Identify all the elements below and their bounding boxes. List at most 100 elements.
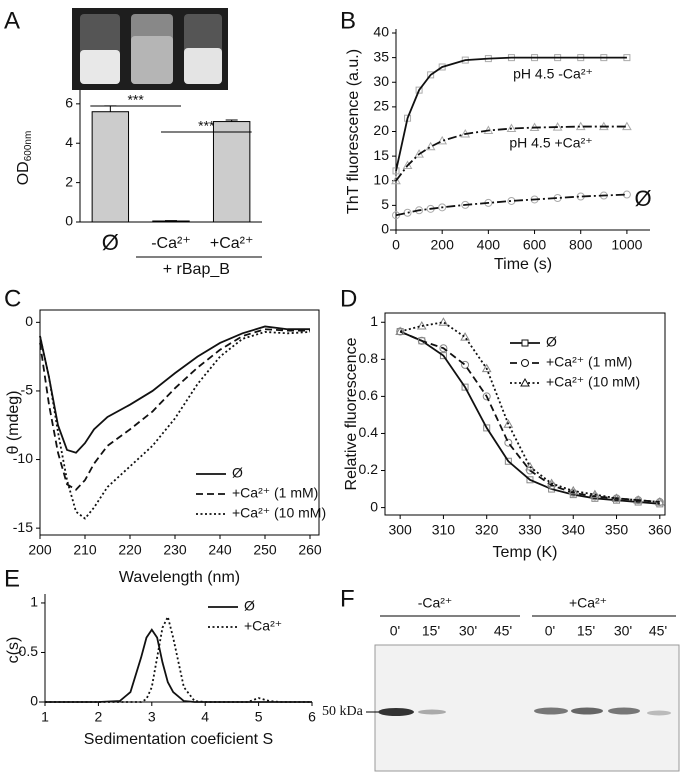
lane-label: 15': [422, 623, 440, 639]
series-line: [399, 330, 660, 503]
point: [402, 160, 413, 169]
y-axis-label-text: θ (mdeg): [5, 390, 22, 454]
x-tick-label: 250: [253, 542, 277, 558]
plot-frame: [39, 309, 320, 536]
series-line: [45, 614, 312, 703]
gel-band: [647, 710, 671, 716]
significance-label: ***: [198, 118, 215, 134]
x-tick-label: 800: [569, 237, 593, 253]
y-tick-label: -5: [21, 382, 34, 398]
point: [427, 71, 435, 79]
lane-label: 30': [459, 623, 477, 639]
series-line: [39, 328, 310, 491]
x-tick-label: 260: [298, 542, 322, 558]
series-line: [399, 321, 660, 503]
legend-label: +Ca²⁺ (10 mM): [546, 374, 640, 390]
lane-label: 30': [614, 623, 632, 639]
gel-image: [374, 644, 680, 772]
lane-label: 0': [390, 623, 400, 639]
y-tick-label: 0: [370, 498, 378, 514]
x-tick-label: 340: [562, 522, 586, 538]
y-tick-label: 0: [65, 213, 73, 229]
gel-group-label: -Ca²⁺: [418, 595, 453, 611]
x-axis-label: Wavelength (nm): [119, 569, 240, 586]
x-tick-label: 300: [388, 522, 412, 538]
y-axis-label: Relative fluorescence: [343, 337, 360, 490]
x-tick-label: 310: [432, 522, 456, 538]
panel-label: F: [340, 585, 355, 612]
series-line: [395, 56, 627, 172]
gel-band: [418, 709, 446, 715]
series-label: pH 4.5 -Ca²⁺: [513, 66, 593, 82]
panel-label: C: [4, 285, 21, 312]
y-tick-label: 0: [25, 313, 33, 329]
y-tick-label: 20: [373, 122, 389, 138]
y-tick-label: 0.5: [19, 643, 39, 659]
lane-label: 15': [577, 623, 595, 639]
y-tick-label: 0: [30, 693, 38, 709]
y-tick-label: 40: [373, 24, 389, 40]
error-bar: [225, 119, 238, 122]
y-axis-label: ThT fluorescence (a.u.): [345, 49, 362, 214]
x-tick-label: 240: [208, 542, 232, 558]
point: [438, 203, 447, 212]
y-axis-label: OD600nm: [15, 131, 33, 186]
legend-label: +Ca²⁺ (10 mM): [232, 505, 326, 521]
legend-label: Ø: [232, 465, 243, 481]
point: [526, 476, 534, 484]
point: [482, 392, 491, 401]
y-axis-label-sub: 600nm: [23, 131, 34, 162]
x-tick-label: 6: [308, 709, 316, 725]
x-tick-label: +Ca²⁺: [210, 235, 254, 252]
panel-label: D: [340, 285, 357, 312]
x-tick-label: 230: [163, 542, 187, 558]
gel-band: [534, 707, 568, 715]
panel-label: E: [4, 565, 20, 592]
legend-label: Ø: [546, 334, 557, 350]
y-axis-label-text: c(s): [5, 637, 22, 664]
point: [504, 438, 513, 447]
x-tick-label: 350: [605, 522, 629, 538]
y-tick-label: 6: [65, 95, 73, 111]
x-tick-label: 4: [201, 709, 209, 725]
point: [521, 339, 529, 347]
x-tick-label: 200: [431, 237, 455, 253]
point: [460, 332, 470, 341]
y-tick-label: 15: [373, 147, 389, 163]
y-tick-label: 1: [370, 313, 378, 329]
x-tick-label: 1000: [611, 237, 642, 253]
series-line: [395, 193, 627, 217]
gel-band: [608, 707, 640, 715]
group-label: + rBap_B: [163, 261, 230, 278]
x-tick-label: 220: [118, 542, 142, 558]
y-tick-label: 10: [373, 171, 389, 187]
y-axis-label-text: Relative fluorescence: [343, 337, 360, 490]
point: [520, 377, 530, 387]
panel-label: B: [340, 7, 356, 34]
bar: [91, 111, 130, 223]
y-tick-label: 25: [373, 98, 389, 114]
y-axis-label: c(s): [5, 637, 22, 664]
legend-label: +Ca²⁺: [244, 618, 282, 634]
point: [506, 123, 517, 133]
point: [461, 360, 470, 369]
x-tick-label: 600: [523, 237, 547, 253]
x-tick-label: 330: [518, 522, 542, 538]
point: [391, 175, 401, 185]
point: [461, 383, 469, 391]
x-tick-label: 2: [95, 709, 103, 725]
y-tick-label: 1: [30, 594, 38, 610]
y-tick-label: 30: [373, 73, 389, 89]
point: [546, 478, 557, 487]
x-tick-label: 0: [392, 237, 400, 253]
point: [521, 359, 529, 367]
x-tick-label: 1: [41, 709, 49, 725]
point: [568, 485, 579, 495]
x-tick-label: 400: [477, 237, 501, 253]
legend-label: +Ca²⁺ (1 mM): [546, 354, 632, 370]
y-tick-label: 0.6: [359, 387, 379, 403]
x-tick-label: Ø: [102, 230, 119, 255]
point: [417, 336, 426, 345]
point: [503, 419, 514, 428]
